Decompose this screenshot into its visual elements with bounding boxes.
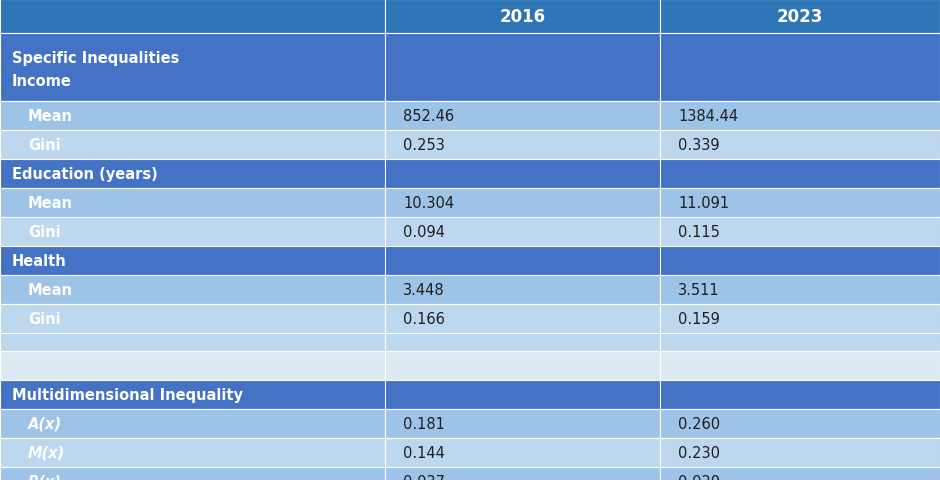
Bar xyxy=(0,333,385,351)
Text: 0.181: 0.181 xyxy=(403,416,445,431)
Text: 0.339: 0.339 xyxy=(678,138,720,153)
Text: 2023: 2023 xyxy=(776,8,823,26)
Bar xyxy=(385,409,660,438)
Text: 1384.44: 1384.44 xyxy=(678,109,738,124)
Text: 2016: 2016 xyxy=(499,8,545,26)
Bar xyxy=(660,333,940,351)
Text: Mean: Mean xyxy=(28,282,73,298)
Bar xyxy=(385,102,660,131)
Bar xyxy=(0,276,385,304)
Bar xyxy=(0,467,385,480)
Bar xyxy=(0,131,385,160)
Bar xyxy=(660,131,940,160)
Bar xyxy=(660,247,940,276)
Text: Education (years): Education (years) xyxy=(12,167,158,181)
Text: 0.253: 0.253 xyxy=(403,138,445,153)
Bar xyxy=(385,276,660,304)
Text: 0.230: 0.230 xyxy=(678,445,720,460)
Bar xyxy=(385,438,660,467)
Text: 3.511: 3.511 xyxy=(678,282,720,298)
Text: Income: Income xyxy=(12,74,71,89)
Bar xyxy=(660,409,940,438)
Bar xyxy=(385,189,660,217)
Bar xyxy=(0,380,385,409)
Bar xyxy=(385,34,660,102)
Bar xyxy=(0,304,385,333)
Bar xyxy=(660,467,940,480)
Bar xyxy=(0,189,385,217)
Bar xyxy=(0,160,385,189)
Bar xyxy=(385,0,660,34)
Text: 10.304: 10.304 xyxy=(403,195,454,211)
Bar xyxy=(385,131,660,160)
Text: Mean: Mean xyxy=(28,195,73,211)
Bar xyxy=(660,34,940,102)
Bar xyxy=(385,351,660,380)
Text: A(x): A(x) xyxy=(28,416,62,431)
Text: Health: Health xyxy=(12,253,67,268)
Bar xyxy=(0,409,385,438)
Bar xyxy=(660,351,940,380)
Text: 0.260: 0.260 xyxy=(678,416,720,431)
Bar xyxy=(0,0,385,34)
Bar xyxy=(0,247,385,276)
Bar xyxy=(660,304,940,333)
Bar xyxy=(660,276,940,304)
Bar xyxy=(385,304,660,333)
Text: 852.46: 852.46 xyxy=(403,109,454,124)
Bar xyxy=(0,34,385,102)
Bar xyxy=(660,380,940,409)
Bar xyxy=(660,0,940,34)
Bar xyxy=(385,467,660,480)
Bar xyxy=(385,380,660,409)
Bar xyxy=(660,438,940,467)
Text: 0.115: 0.115 xyxy=(678,225,720,240)
Text: 11.091: 11.091 xyxy=(678,195,729,211)
Bar xyxy=(660,189,940,217)
Bar xyxy=(0,351,385,380)
Text: Mean: Mean xyxy=(28,109,73,124)
Text: Multidimensional Inequality: Multidimensional Inequality xyxy=(12,387,243,402)
Text: 0.159: 0.159 xyxy=(678,312,720,326)
Text: 3.448: 3.448 xyxy=(403,282,445,298)
Text: 0.037: 0.037 xyxy=(403,474,445,480)
Bar xyxy=(0,438,385,467)
Bar xyxy=(660,217,940,247)
Bar xyxy=(385,247,660,276)
Text: 0.166: 0.166 xyxy=(403,312,445,326)
Bar xyxy=(0,102,385,131)
Text: 0.029: 0.029 xyxy=(678,474,720,480)
Bar xyxy=(660,102,940,131)
Text: M(x): M(x) xyxy=(28,445,65,460)
Text: Gini: Gini xyxy=(28,312,60,326)
Bar xyxy=(385,333,660,351)
Bar xyxy=(660,160,940,189)
Bar xyxy=(0,217,385,247)
Text: R(x): R(x) xyxy=(28,474,62,480)
Text: Gini: Gini xyxy=(28,138,60,153)
Text: Specific Inequalities: Specific Inequalities xyxy=(12,51,180,66)
Text: 0.144: 0.144 xyxy=(403,445,445,460)
Text: 0.094: 0.094 xyxy=(403,225,445,240)
Text: Gini: Gini xyxy=(28,225,60,240)
Bar xyxy=(385,217,660,247)
Bar xyxy=(385,160,660,189)
